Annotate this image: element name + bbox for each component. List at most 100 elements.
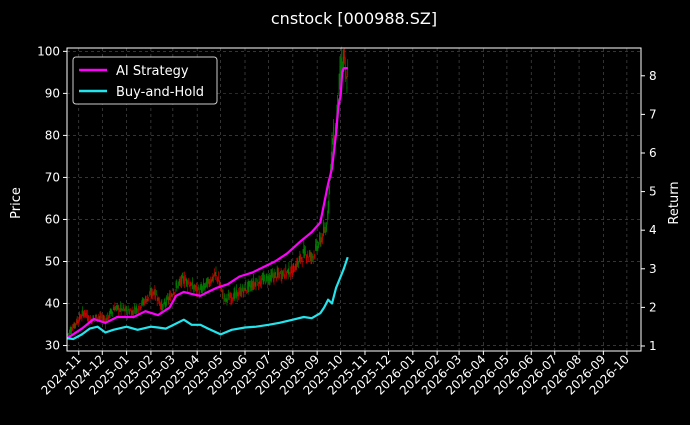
candle-body xyxy=(106,319,108,321)
candle-body xyxy=(170,294,172,297)
candle-body xyxy=(148,296,149,298)
candle-body xyxy=(271,273,272,281)
candle-body xyxy=(142,302,144,304)
candle-body xyxy=(210,281,212,283)
candle-body xyxy=(121,305,123,309)
candle-body xyxy=(238,292,240,297)
candle-body xyxy=(221,288,222,289)
candle-body xyxy=(254,282,256,286)
candle-body xyxy=(167,299,169,301)
candle-body xyxy=(235,293,236,295)
candle-body xyxy=(207,280,208,287)
candle-body xyxy=(210,280,211,283)
candle-body xyxy=(143,299,145,303)
candle-body xyxy=(196,286,198,288)
candle-body xyxy=(117,305,119,309)
candle-body xyxy=(191,283,192,285)
candle-body xyxy=(339,65,341,86)
candle-body xyxy=(129,311,131,314)
candle-body xyxy=(285,266,287,273)
candle-body xyxy=(195,285,196,288)
candle-body xyxy=(290,264,292,270)
y-axis-label-left: Price xyxy=(9,187,24,219)
candle-body xyxy=(178,280,180,283)
candle-body xyxy=(152,291,154,294)
candle-body xyxy=(98,316,99,318)
candle-body xyxy=(70,327,72,332)
series-lines xyxy=(66,66,349,341)
y-tick-label-right: 5 xyxy=(649,185,657,199)
candle-body xyxy=(133,313,134,315)
candle-body xyxy=(71,330,73,332)
candle-body xyxy=(258,276,260,283)
candle-body xyxy=(291,270,293,276)
candle-body xyxy=(264,277,265,279)
candle-body xyxy=(111,311,113,314)
candle-body xyxy=(265,281,266,285)
candle-body xyxy=(328,189,330,207)
candle-body xyxy=(73,323,75,328)
candle-body xyxy=(126,306,127,312)
candle-body xyxy=(303,246,305,256)
candle-body xyxy=(189,285,191,287)
candle-body xyxy=(306,255,308,258)
candle-body xyxy=(147,294,149,299)
candle-body xyxy=(249,281,251,286)
candle-body xyxy=(280,273,282,279)
candle-body xyxy=(193,285,195,289)
candle-body xyxy=(86,312,87,316)
candle-body xyxy=(90,318,91,320)
candle-body xyxy=(273,274,275,282)
candle-body xyxy=(321,236,323,241)
candle-body xyxy=(201,288,203,292)
candle-body xyxy=(225,299,226,301)
candle-body xyxy=(340,68,341,76)
candle-body xyxy=(343,50,345,63)
candle-body xyxy=(146,299,148,300)
candle-body xyxy=(181,274,183,279)
candle-body xyxy=(141,302,142,306)
candle-body xyxy=(161,303,163,307)
candle-body xyxy=(330,152,332,172)
candle-body xyxy=(313,254,315,255)
y-tick-label-left: 80 xyxy=(45,128,60,142)
candle-body xyxy=(199,287,201,290)
candle-body xyxy=(95,314,97,317)
candle-body xyxy=(76,319,78,322)
candle-body xyxy=(309,252,311,259)
candle-body xyxy=(131,310,133,314)
candle-body xyxy=(192,281,193,290)
candle-body xyxy=(153,292,155,294)
candle-body xyxy=(180,280,182,283)
candle-body xyxy=(199,291,200,295)
candle-body xyxy=(94,316,96,318)
candle-body xyxy=(72,328,73,331)
candle-body xyxy=(189,285,190,287)
y-tick-label-left: 60 xyxy=(45,212,60,226)
candle-body xyxy=(167,296,168,299)
plot-frame xyxy=(66,47,642,352)
candle-body xyxy=(186,279,188,284)
candle-body xyxy=(320,240,322,245)
candle-body xyxy=(138,304,140,306)
candle-body xyxy=(110,308,112,314)
candle-body xyxy=(247,286,248,290)
candle-body xyxy=(203,285,205,289)
candle-body xyxy=(158,296,160,304)
candle-body xyxy=(122,309,123,310)
candle-body xyxy=(252,285,254,289)
candle-body xyxy=(344,55,345,59)
candle-body xyxy=(253,279,254,287)
candle-body xyxy=(272,275,274,278)
candle-body xyxy=(173,292,174,295)
candle-body xyxy=(281,271,283,280)
candle-body xyxy=(225,294,227,299)
candle-body xyxy=(80,316,81,318)
candle-body xyxy=(130,310,131,312)
candle-body xyxy=(305,251,306,254)
candle-body xyxy=(77,321,79,323)
candle-body xyxy=(269,277,271,281)
candle-body xyxy=(156,294,157,296)
